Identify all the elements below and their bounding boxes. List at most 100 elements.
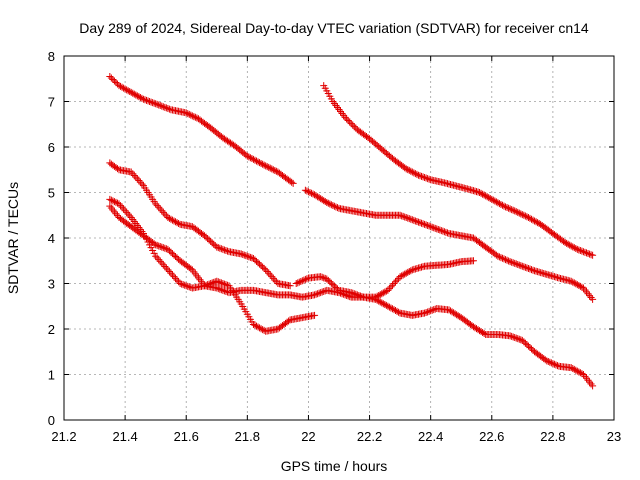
data-point — [176, 280, 184, 287]
data-point — [181, 281, 189, 289]
data-point — [479, 190, 487, 198]
data-point — [404, 214, 412, 222]
data-point — [333, 204, 341, 212]
data-point — [477, 189, 485, 197]
data-point — [517, 210, 525, 218]
data-point — [156, 102, 164, 110]
data-point — [583, 249, 590, 257]
data-point — [469, 257, 477, 265]
data-point — [355, 291, 363, 299]
data-point — [164, 105, 172, 113]
data-point — [153, 202, 161, 210]
data-point — [246, 253, 254, 261]
data-point — [210, 240, 218, 248]
data-point — [123, 86, 131, 94]
data-point — [260, 161, 268, 169]
data-point — [566, 241, 574, 249]
data-point — [120, 205, 128, 213]
data-point — [398, 212, 406, 220]
data-point — [144, 97, 152, 105]
data-point — [190, 113, 198, 121]
data-point — [110, 198, 118, 206]
data-point — [524, 342, 532, 350]
data-point — [436, 226, 444, 234]
data-point — [213, 277, 221, 285]
data-point — [126, 88, 134, 96]
data-point — [332, 283, 340, 291]
data-point — [249, 320, 257, 328]
data-point — [512, 260, 520, 268]
y-tick-label: 7 — [48, 95, 55, 110]
data-point — [422, 221, 430, 229]
data-point — [132, 173, 140, 181]
data-point — [107, 74, 115, 82]
data-point — [223, 247, 231, 255]
series-track-g — [320, 82, 597, 259]
data-point — [531, 217, 539, 225]
data-point — [219, 280, 227, 287]
data-point — [240, 251, 248, 259]
data-point — [505, 257, 513, 265]
data-point — [182, 109, 190, 117]
data-point — [404, 166, 412, 174]
data-point — [392, 307, 400, 315]
x-tick-label: 22.4 — [418, 429, 443, 444]
data-point — [402, 165, 410, 173]
data-point — [144, 238, 152, 246]
data-point — [427, 307, 435, 315]
data-point — [268, 273, 276, 281]
data-point — [106, 195, 114, 203]
x-tick-label: 22 — [301, 429, 315, 444]
data-point — [512, 334, 520, 342]
data-point — [187, 265, 195, 273]
data-point — [576, 369, 584, 377]
data-point — [572, 245, 580, 253]
data-point — [146, 98, 154, 105]
data-point — [315, 289, 323, 297]
data-point — [161, 103, 169, 111]
data-point — [341, 113, 349, 121]
data-point — [563, 239, 571, 247]
data-point — [544, 358, 552, 366]
data-point — [543, 357, 551, 365]
y-tick-label: 1 — [48, 368, 55, 383]
data-point — [329, 281, 337, 289]
data-point — [514, 208, 522, 216]
data-point — [253, 322, 260, 330]
data-point — [271, 276, 279, 284]
data-point — [326, 278, 334, 286]
data-point — [396, 211, 404, 219]
data-point — [378, 290, 386, 298]
data-point — [508, 258, 516, 266]
y-tick-label: 4 — [48, 231, 55, 246]
data-point — [317, 289, 325, 297]
data-point — [529, 216, 537, 224]
data-point — [434, 225, 442, 233]
data-point — [312, 290, 320, 298]
data-point — [503, 204, 511, 212]
data-point — [320, 287, 328, 295]
data-point — [248, 155, 256, 163]
x-tick-label: 21.4 — [112, 429, 137, 444]
data-point — [506, 332, 514, 340]
data-point — [121, 207, 129, 215]
data-point — [106, 72, 114, 80]
data-point — [526, 265, 534, 273]
x-axis-label: GPS time / hours — [281, 458, 388, 474]
data-point — [576, 282, 584, 290]
data-point — [138, 94, 146, 102]
data-point — [311, 291, 319, 299]
data-point — [407, 167, 415, 175]
data-point — [208, 279, 216, 287]
data-point — [259, 160, 267, 168]
data-point — [159, 261, 167, 269]
data-point — [547, 359, 555, 367]
data-point — [528, 266, 535, 274]
data-point — [550, 360, 558, 368]
data-point — [395, 308, 403, 316]
data-point — [428, 306, 436, 314]
data-point — [112, 198, 120, 206]
data-point — [161, 244, 169, 252]
series-track-f — [301, 186, 597, 303]
